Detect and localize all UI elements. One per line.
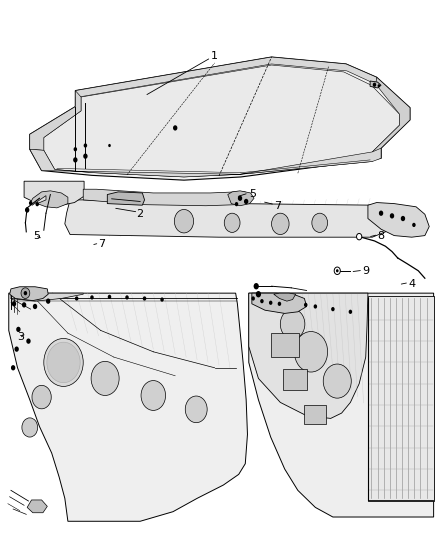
Polygon shape (75, 57, 377, 107)
Circle shape (35, 202, 39, 206)
Circle shape (235, 202, 238, 206)
Circle shape (141, 381, 166, 410)
Polygon shape (44, 65, 399, 177)
Circle shape (357, 233, 362, 240)
Text: 1: 1 (211, 51, 218, 61)
Circle shape (84, 143, 87, 148)
Polygon shape (11, 293, 83, 301)
Circle shape (174, 209, 194, 233)
Text: 7: 7 (274, 201, 281, 211)
Circle shape (401, 216, 405, 221)
Circle shape (22, 302, 26, 308)
Circle shape (32, 385, 51, 409)
Circle shape (278, 302, 281, 306)
Text: 7: 7 (99, 239, 106, 248)
Polygon shape (10, 287, 48, 301)
Bar (271, 333, 299, 357)
Circle shape (22, 418, 38, 437)
Circle shape (160, 297, 164, 302)
Circle shape (254, 283, 259, 289)
Bar (283, 369, 307, 390)
Circle shape (185, 396, 207, 423)
Circle shape (11, 365, 15, 370)
Circle shape (373, 83, 376, 87)
Circle shape (336, 269, 339, 272)
Polygon shape (249, 293, 368, 418)
Circle shape (294, 332, 328, 372)
Polygon shape (24, 181, 84, 205)
Circle shape (269, 301, 272, 305)
Circle shape (47, 342, 80, 383)
Polygon shape (83, 189, 245, 206)
Circle shape (256, 291, 261, 297)
Circle shape (73, 157, 78, 163)
Polygon shape (274, 293, 296, 301)
Polygon shape (9, 293, 247, 521)
Text: 3: 3 (18, 332, 25, 342)
Text: 5: 5 (249, 189, 256, 199)
Circle shape (26, 338, 31, 344)
Polygon shape (107, 192, 145, 205)
Circle shape (314, 304, 317, 309)
Text: 8: 8 (378, 231, 385, 240)
Polygon shape (368, 203, 429, 237)
Polygon shape (368, 296, 434, 501)
Text: 9: 9 (362, 266, 369, 276)
Circle shape (16, 327, 21, 332)
Text: 4: 4 (408, 279, 415, 288)
Circle shape (260, 299, 264, 303)
Circle shape (108, 295, 111, 299)
Circle shape (358, 235, 360, 238)
Circle shape (29, 201, 32, 205)
Circle shape (379, 211, 383, 216)
Circle shape (91, 361, 119, 395)
Circle shape (349, 310, 352, 314)
Circle shape (90, 295, 94, 300)
Circle shape (173, 125, 177, 131)
Polygon shape (30, 91, 81, 150)
Circle shape (46, 298, 50, 304)
Polygon shape (30, 191, 68, 208)
Circle shape (412, 223, 416, 227)
Polygon shape (249, 293, 434, 517)
Circle shape (323, 364, 351, 398)
Circle shape (238, 196, 242, 201)
Circle shape (378, 84, 380, 87)
Circle shape (390, 213, 394, 219)
Circle shape (280, 309, 305, 339)
Circle shape (25, 207, 29, 213)
Circle shape (331, 307, 335, 311)
Polygon shape (252, 293, 307, 313)
Circle shape (312, 213, 328, 232)
Circle shape (21, 288, 30, 298)
Circle shape (44, 338, 83, 386)
Polygon shape (228, 191, 254, 206)
Circle shape (224, 213, 240, 232)
Text: 5: 5 (33, 231, 40, 241)
Circle shape (125, 295, 129, 300)
Circle shape (272, 213, 289, 235)
Circle shape (75, 296, 78, 301)
Polygon shape (30, 57, 410, 180)
Polygon shape (30, 148, 381, 177)
Circle shape (334, 267, 340, 274)
Circle shape (83, 154, 88, 159)
Circle shape (244, 199, 248, 204)
Text: 2: 2 (137, 209, 144, 219)
Circle shape (143, 296, 146, 301)
Circle shape (251, 296, 255, 301)
Polygon shape (372, 77, 410, 158)
Polygon shape (27, 500, 47, 513)
Circle shape (24, 291, 27, 295)
Circle shape (74, 147, 77, 151)
Circle shape (108, 144, 111, 147)
Bar (304, 405, 326, 424)
Circle shape (14, 346, 19, 352)
Polygon shape (65, 200, 389, 237)
Circle shape (33, 304, 37, 309)
Circle shape (304, 303, 307, 307)
Polygon shape (370, 81, 381, 88)
Circle shape (12, 301, 16, 306)
